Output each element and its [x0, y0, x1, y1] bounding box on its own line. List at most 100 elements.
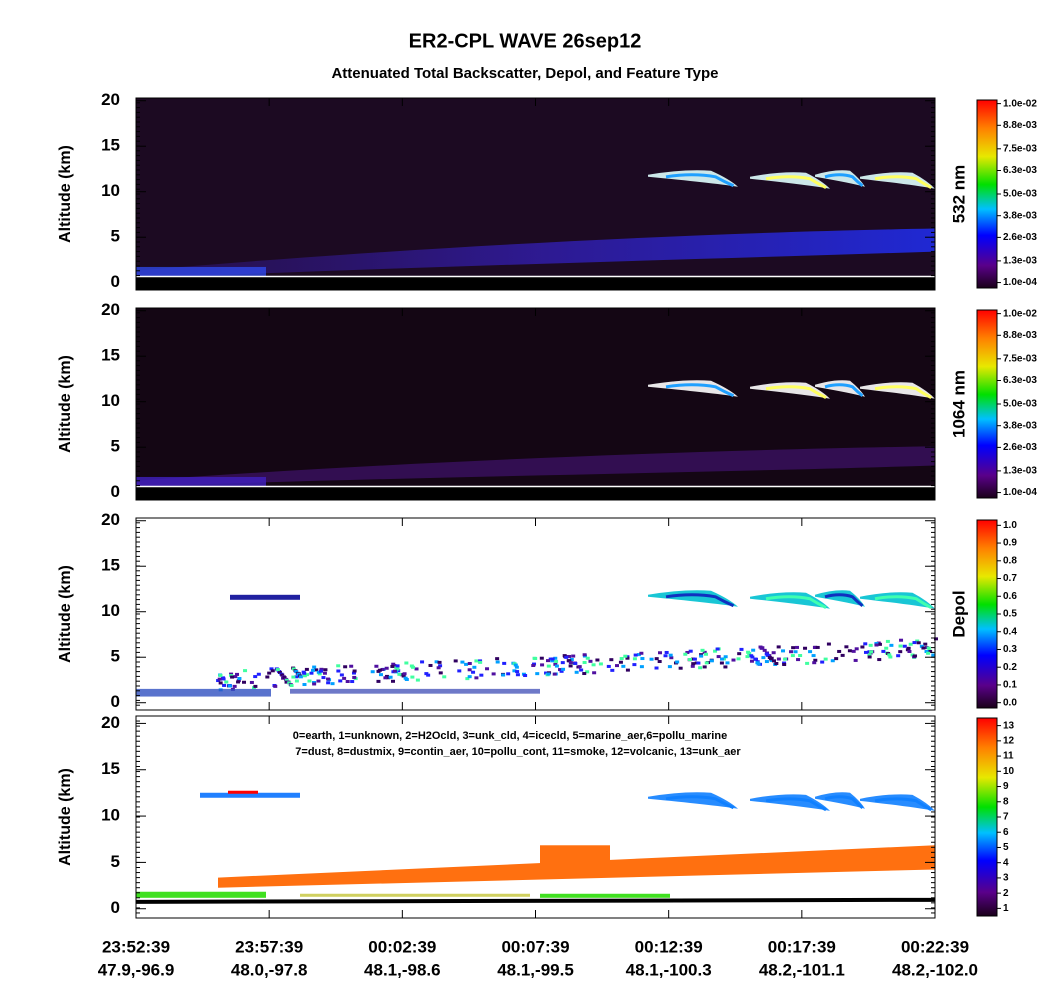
depol-speck — [345, 679, 350, 683]
cloud-edge — [765, 385, 827, 400]
depol-speck — [349, 664, 354, 668]
cloud-edge — [824, 383, 864, 397]
depol-speck — [715, 647, 720, 651]
cloud — [860, 382, 935, 399]
depol-speck — [374, 664, 379, 668]
depol-speck — [798, 654, 803, 658]
colorbar-tick-label: 8.8e-03 — [1003, 330, 1037, 341]
depol-speck — [867, 655, 872, 659]
depol-speck — [312, 665, 317, 669]
cloud — [815, 380, 865, 397]
y-tick-label: 20 — [101, 510, 120, 529]
depol-speck — [704, 661, 709, 665]
depol-speck — [790, 654, 795, 658]
cloud — [750, 382, 830, 399]
depol-speck — [523, 674, 528, 678]
depol-speck — [789, 650, 794, 654]
depol-speck — [696, 661, 701, 665]
depol-speck — [762, 648, 767, 652]
depol-speck — [275, 668, 280, 672]
depol-speck — [270, 669, 275, 673]
depol-speck — [305, 673, 310, 677]
depol-speck — [491, 672, 496, 676]
depol-speck — [546, 672, 551, 676]
depol-speck — [736, 657, 741, 661]
colorbar-tick-label: 6 — [1003, 827, 1009, 838]
depol-speck — [265, 675, 270, 679]
depol-speck — [815, 645, 820, 649]
depol-speck — [352, 669, 357, 673]
depol-speck — [229, 674, 234, 678]
depol-speck — [558, 668, 563, 672]
depol-speck — [633, 653, 638, 657]
chart-title: ER2-CPL WAVE 26sep12 — [409, 30, 642, 52]
depol-speck — [243, 669, 248, 673]
colorbar-tick-label: 1.0 — [1003, 520, 1017, 531]
depol-speck — [913, 654, 918, 658]
depol-speck — [539, 656, 544, 660]
depol-speck — [574, 670, 579, 674]
depol-speck — [592, 671, 597, 675]
depol-speck — [546, 659, 551, 663]
depol-speck — [649, 657, 654, 661]
depol-speck — [834, 657, 839, 661]
depol-speck — [321, 676, 326, 680]
y-tick-label: 20 — [101, 713, 120, 732]
depol-speck — [256, 672, 261, 676]
depol-speck — [561, 667, 566, 671]
depol-speck — [598, 662, 603, 666]
colorbar-label: 1064 nm — [949, 370, 968, 438]
depol-speck — [609, 658, 614, 662]
depol-speck — [851, 649, 856, 653]
depol-speck — [776, 645, 781, 649]
depol-speck — [657, 660, 662, 664]
cloud — [648, 380, 738, 397]
depol-speck — [501, 673, 506, 677]
depol-speck — [702, 665, 707, 669]
colorbar-tick-label: 5.0e-03 — [1003, 399, 1037, 410]
depol-speck — [316, 670, 321, 674]
cloud — [648, 590, 738, 607]
depol-speck — [224, 680, 229, 684]
depol-speck — [287, 681, 292, 685]
depol-speck — [887, 653, 892, 657]
depol-speck — [585, 670, 590, 674]
depol-speck — [619, 657, 624, 661]
depol-speck — [377, 668, 382, 672]
depol-speck — [282, 676, 287, 680]
depol-speck — [513, 663, 518, 667]
colorbar-label: 532 nm — [949, 165, 968, 224]
depol-speck — [352, 675, 357, 679]
depol-speck — [579, 668, 584, 672]
depol-speck — [562, 654, 567, 658]
depol-speck — [639, 665, 644, 669]
x-tick-label: 00:02:39 — [368, 937, 436, 956]
depol-speck — [442, 675, 447, 679]
depol-speck — [709, 659, 714, 663]
colorbar-tick-label: 3.8e-03 — [1003, 420, 1037, 431]
cloud-edge — [665, 593, 735, 608]
depol-speck — [291, 667, 296, 671]
depol-speck — [217, 677, 222, 681]
cirrus-top — [228, 790, 258, 794]
depol-speck — [863, 650, 868, 654]
depol-speck — [698, 666, 703, 670]
depol-speck — [820, 660, 825, 664]
depol-speck — [390, 679, 395, 683]
colorbar-tick-label: 0.0 — [1003, 697, 1017, 708]
depol-speck — [319, 667, 324, 671]
depol-speck — [753, 657, 758, 661]
depol-speck — [392, 669, 397, 673]
depol-speck — [750, 655, 755, 659]
depol-speck — [737, 652, 742, 656]
depol-speck — [803, 646, 808, 650]
depol-speck — [395, 667, 400, 671]
y-tick-label: 10 — [101, 391, 120, 410]
depol-speck — [923, 642, 928, 646]
colorbar-tick-label: 2.6e-03 — [1003, 232, 1037, 243]
depol-speck — [560, 661, 565, 665]
x-tick-label: 00:07:39 — [501, 937, 569, 956]
cloud-edge — [824, 173, 864, 187]
depol-speck — [253, 675, 258, 679]
depol-speck — [625, 656, 630, 660]
